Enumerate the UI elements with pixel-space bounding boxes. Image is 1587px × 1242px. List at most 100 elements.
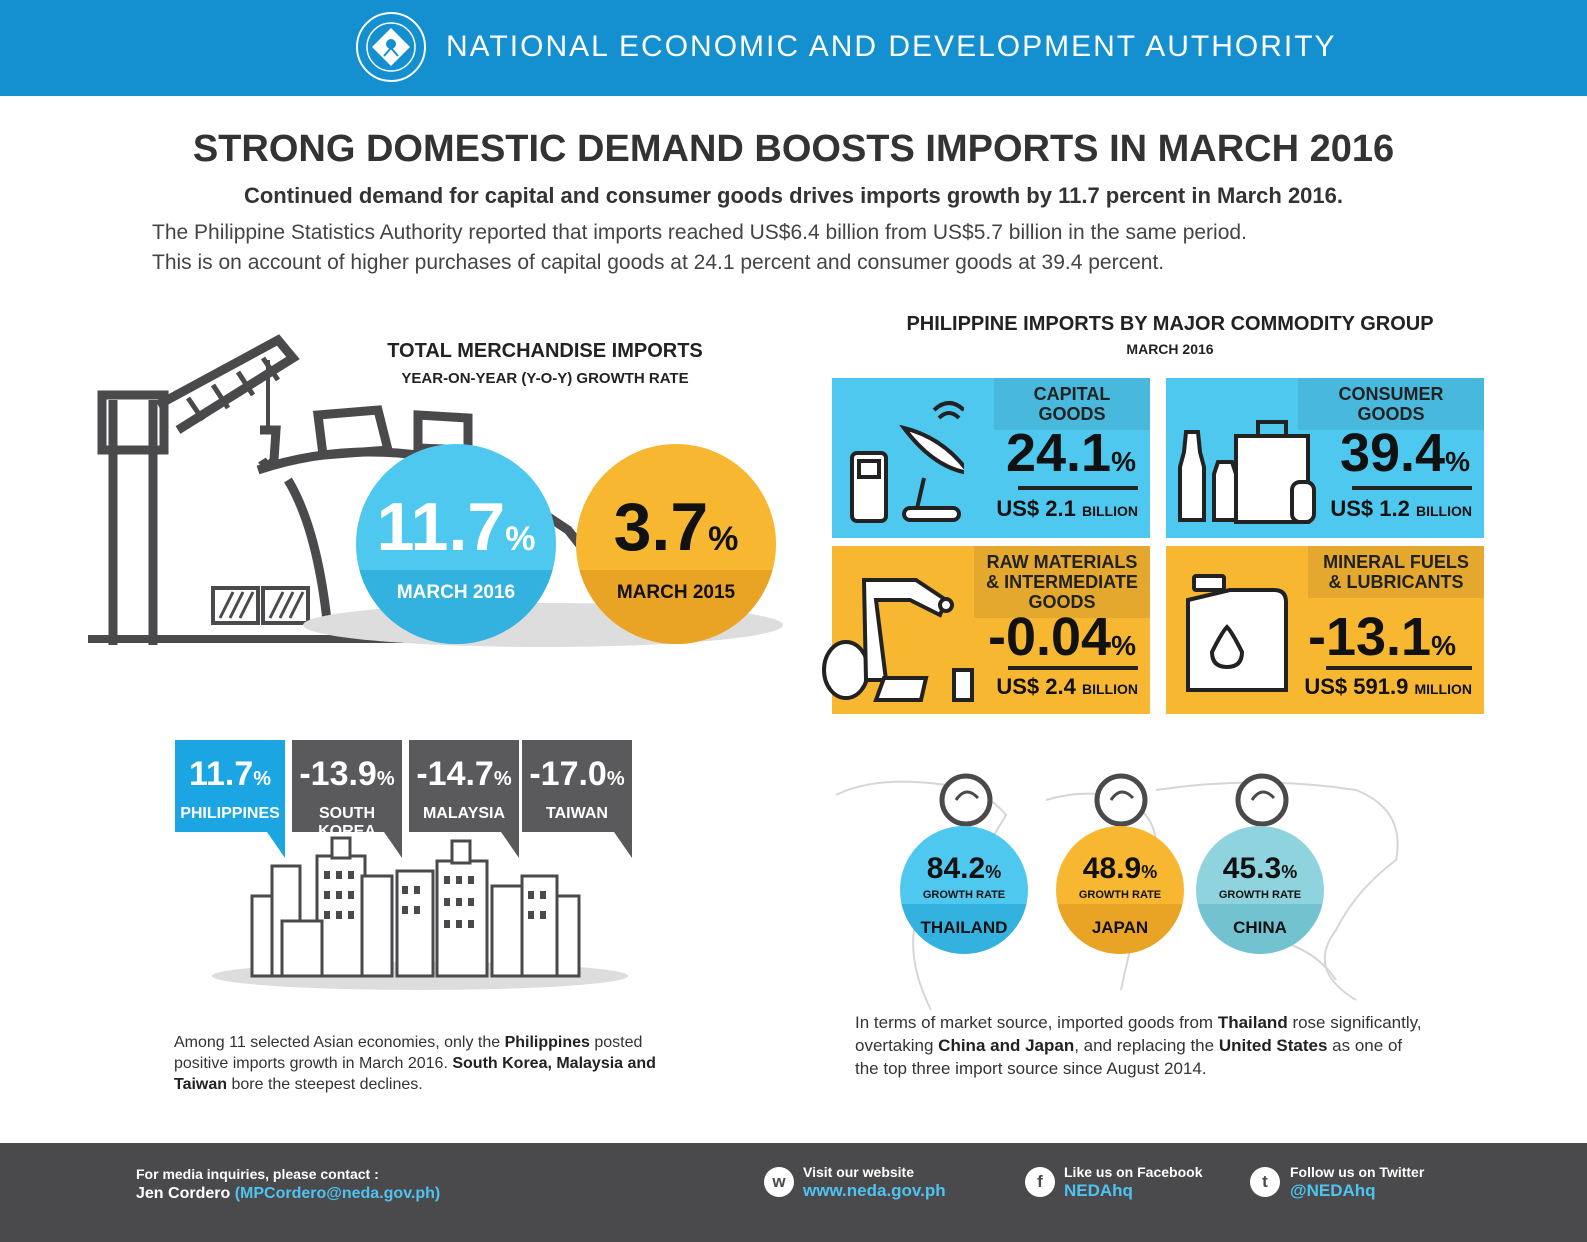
tile-pct-unit: % — [1431, 630, 1456, 661]
oil-jug-icon — [1186, 574, 1288, 692]
tile-pct: 24.1 — [1005, 423, 1112, 483]
total-imports-title: TOTAL MERCHANDISE IMPORTS — [387, 340, 703, 362]
page-subtitle: Continued demand for capital and consume… — [243, 183, 1343, 208]
tag-country: TAIWAN — [546, 805, 608, 822]
tag-philippines: 11.7% PHILIPPINES — [175, 740, 285, 832]
satellite-dish-icon — [850, 401, 964, 523]
tag-value: -17.0 — [529, 755, 607, 793]
tile-pct-unit: % — [1111, 630, 1136, 661]
twitter-link[interactable]: @NEDAhq — [1290, 1181, 1376, 1200]
seal-icon — [366, 22, 416, 72]
tile-currency: US$ — [996, 496, 1040, 521]
source-value: 84.2 — [926, 852, 986, 885]
text-part: Among 11 selected Asian economies, only … — [174, 1034, 505, 1051]
total-imports-subtitle: YEAR-ON-YEAR (Y-O-Y) GROWTH RATE — [401, 370, 689, 387]
website-label: Visit our website — [803, 1164, 914, 1180]
page-title: STRONG DOMESTIC DEMAND BOOSTS IMPORTS IN… — [192, 128, 1395, 170]
tag-value: -13.9 — [299, 755, 377, 793]
tile-amount: 1.2 — [1379, 496, 1410, 521]
text-part: bore the steepest declines. — [227, 1076, 423, 1093]
contact-label: For media inquiries, please contact : — [136, 1166, 379, 1182]
tile-currency: US$ — [1330, 496, 1374, 521]
tag-unit: % — [253, 768, 272, 790]
source-unit: % — [1281, 862, 1298, 882]
robot-arm-icon — [822, 578, 974, 702]
agency-name: NATIONAL ECONOMIC AND DEVELOPMENT AUTHOR… — [446, 30, 1337, 63]
tag-unit: % — [606, 768, 625, 790]
tag-country: MALAYSIA — [422, 805, 506, 822]
sources-paragraph: In terms of market source, imported good… — [855, 1011, 1425, 1080]
text-bold: Thailand — [1217, 1013, 1288, 1032]
tag-tail — [501, 832, 519, 858]
text-part: as one of the top three import source si… — [855, 1036, 1403, 1078]
world-map-illustration — [836, 773, 1399, 1011]
twitter-icon[interactable]: t — [1250, 1167, 1280, 1197]
tag-tail — [384, 832, 402, 858]
tag-value: 11.7 — [188, 755, 254, 793]
tile-pct: 39.4 — [1339, 423, 1446, 483]
growth-circle-march-2015: 3.7% MARCH 2015 — [576, 444, 776, 644]
text-part: rose significantly, overtaking — [855, 1013, 1422, 1055]
city-skyline-illustration — [212, 836, 628, 990]
tile-label: MINERAL FUELS & LUBRICANTS — [1308, 546, 1484, 598]
growth-unit: % — [505, 520, 536, 558]
source-circle-china: 45.3% GROWTH RATE CHINA — [1196, 826, 1324, 954]
tile-label: RAW MATERIALS & INTERMEDIATE GOODS — [974, 546, 1150, 618]
tile-currency: US$ — [1304, 674, 1348, 699]
tile-rule — [1326, 666, 1472, 670]
tag-south-korea: -13.9% SOUTH KOREA — [292, 740, 402, 840]
footer: For media inquiries, please contact : Je… — [0, 1143, 1587, 1242]
source-circle-thailand: 84.2% GROWTH RATE THAILAND — [900, 826, 1028, 954]
tag-malaysia: -14.7% MALAYSIA — [409, 740, 519, 832]
tile-scale: BILLION — [1416, 503, 1472, 519]
facebook-icon[interactable]: f — [1025, 1167, 1055, 1197]
text-part: In terms of market source, imported good… — [855, 1013, 1218, 1032]
circle-band — [356, 570, 556, 644]
source-growth-label: GROWTH RATE — [1078, 889, 1162, 901]
tile-label: CONSUMER GOODS — [1298, 378, 1484, 430]
source-circle-japan: 48.9% GROWTH RATE JAPAN — [1056, 826, 1184, 954]
shopping-bag-icon — [1178, 420, 1316, 524]
tile-amount: 2.1 — [1045, 496, 1076, 521]
tag-country: PHILIPPINES — [180, 805, 280, 822]
intro-line-2: This is on account of higher purchases o… — [152, 251, 1165, 274]
tile-pct: -0.04 — [988, 607, 1112, 667]
growth-value: 3.7 — [613, 489, 709, 565]
tile-amount: 591.9 — [1353, 674, 1409, 699]
circle-band — [1196, 904, 1324, 954]
contact-name: Jen Cordero — [136, 1185, 231, 1202]
tag-country: SOUTH KOREA — [318, 805, 376, 840]
text-part: posted positive imports growth in March … — [174, 1034, 643, 1072]
source-growth-label: GROWTH RATE — [922, 889, 1006, 901]
growth-unit: % — [708, 520, 739, 558]
website-link[interactable]: www.neda.gov.ph — [803, 1181, 946, 1200]
tile-label: CAPITAL GOODS — [994, 378, 1150, 430]
text-bold: South Korea, Malaysia and Taiwan — [174, 1055, 656, 1093]
tag-unit: % — [376, 768, 395, 790]
asia-paragraph: Among 11 selected Asian economies, only … — [174, 1032, 674, 1095]
source-country: THAILAND — [920, 918, 1008, 937]
tag-taiwan: -17.0% TAIWAN — [522, 740, 632, 832]
growth-value: 11.7 — [376, 489, 506, 565]
tile-scale: MILLION — [1414, 681, 1472, 697]
contact-email-link[interactable]: (MPCordero@neda.gov.ph) — [234, 1185, 441, 1202]
circle-band — [1056, 904, 1184, 954]
tile-currency: US$ — [996, 674, 1040, 699]
growth-circle-march-2016: 11.7% MARCH 2016 — [356, 444, 556, 644]
tile-scale: BILLION — [1082, 681, 1138, 697]
tile-consumer-goods: CONSUMER GOODS 39.4% US$ 1.2 BILLION — [1166, 378, 1484, 538]
source-growth-label: GROWTH RATE — [1218, 889, 1302, 901]
tile-pct: -13.1 — [1308, 607, 1432, 667]
growth-label: MARCH 2015 — [616, 582, 736, 603]
intro-line-1: The Philippine Statistics Authority repo… — [152, 221, 1247, 244]
source-unit: % — [985, 862, 1002, 882]
facebook-label: Like us on Facebook — [1064, 1164, 1203, 1180]
tag-tail — [267, 832, 285, 858]
growth-label: MARCH 2016 — [396, 582, 516, 603]
tile-scale: BILLION — [1082, 503, 1138, 519]
website-icon[interactable]: w — [764, 1167, 794, 1197]
facebook-link[interactable]: NEDAhq — [1064, 1181, 1133, 1200]
circle-band — [900, 904, 1028, 954]
text-bold: United States — [1218, 1036, 1328, 1055]
tile-capital-goods: CAPITAL GOODS 24.1% US$ 2.1 BILLION — [832, 378, 1150, 538]
